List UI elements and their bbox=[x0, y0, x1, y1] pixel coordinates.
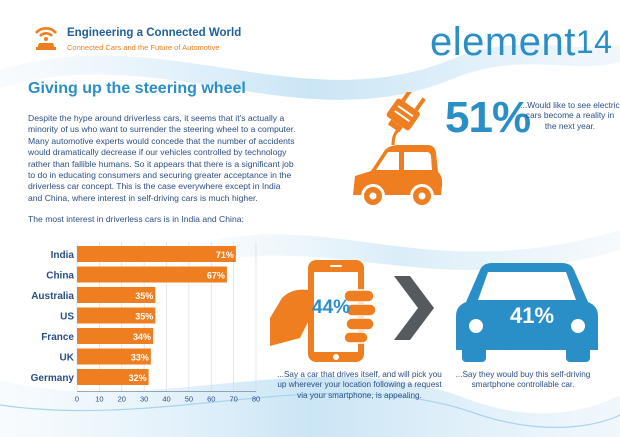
smartphone-stat-value: 44% bbox=[312, 297, 351, 318]
category-label: Australia bbox=[31, 291, 74, 302]
x-tick-label: 20 bbox=[118, 395, 126, 404]
bar bbox=[77, 328, 154, 344]
electric-car-plug-icon bbox=[353, 92, 443, 208]
bar bbox=[77, 369, 149, 385]
wifi-car-logo-icon bbox=[35, 27, 57, 50]
x-tick-label: 30 bbox=[140, 395, 148, 404]
bar-value-label: 34% bbox=[133, 332, 151, 342]
element14-logo: element14 bbox=[430, 20, 612, 65]
x-tick-label: 40 bbox=[162, 395, 170, 404]
category-label: US bbox=[60, 312, 74, 323]
logo-text: element bbox=[430, 20, 576, 64]
category-label: Germany bbox=[31, 373, 75, 384]
x-tick-label: 70 bbox=[229, 395, 237, 404]
x-tick-label: 0 bbox=[75, 395, 79, 404]
category-label: France bbox=[41, 332, 74, 343]
country-interest-bar-chart: India 71% China 67% Australia 35% US 35% France 3… bbox=[31, 242, 260, 404]
page-title: Giving up the steering wheel bbox=[28, 80, 246, 97]
bar-value-label: 35% bbox=[135, 291, 153, 301]
self-driving-car-icon bbox=[456, 263, 598, 362]
wave-bottom-line bbox=[0, 392, 620, 428]
x-tick-label: 80 bbox=[252, 395, 260, 404]
bar bbox=[77, 287, 156, 303]
x-tick-label: 50 bbox=[185, 395, 193, 404]
x-tick-label: 60 bbox=[207, 395, 215, 404]
brand-subtitle: Connected Cars and the Future of Automot… bbox=[67, 43, 220, 52]
car-purchase-stat-note: ...Say they would buy this self-driving … bbox=[455, 370, 591, 390]
brand-title: Engineering a Connected World bbox=[67, 27, 242, 39]
wave-top bbox=[0, 44, 620, 100]
electric-car-stat-value: 51% bbox=[445, 93, 531, 142]
bar-value-label: 33% bbox=[131, 353, 149, 363]
smartphone-hand-icon bbox=[270, 260, 377, 362]
bar bbox=[77, 266, 227, 283]
wave-mid bbox=[180, 230, 620, 271]
electric-car-stat-note: ...Would like to see electric cars becom… bbox=[520, 100, 620, 131]
intro-paragraph: Despite the hype around driverless cars,… bbox=[28, 113, 296, 203]
logo-number: 14 bbox=[575, 24, 613, 60]
bar-value-label: 67% bbox=[207, 271, 225, 281]
bar bbox=[77, 348, 151, 365]
bar bbox=[77, 307, 156, 324]
bar-value-label: 32% bbox=[129, 373, 147, 383]
bar-value-label: 35% bbox=[135, 312, 153, 322]
x-tick-label: 10 bbox=[95, 395, 103, 404]
category-label: China bbox=[46, 271, 74, 282]
chevron-right-icon bbox=[394, 276, 434, 340]
bar bbox=[77, 246, 236, 262]
bar-value-label: 71% bbox=[216, 250, 234, 260]
car-purchase-stat-value: 41% bbox=[510, 303, 555, 328]
chart-lead-text: The most interest in driverless cars is … bbox=[28, 214, 244, 224]
category-label: India bbox=[51, 250, 75, 261]
category-label: UK bbox=[60, 353, 75, 364]
smartphone-stat-note: ...Say a car that drives itself, and wil… bbox=[277, 370, 442, 400]
